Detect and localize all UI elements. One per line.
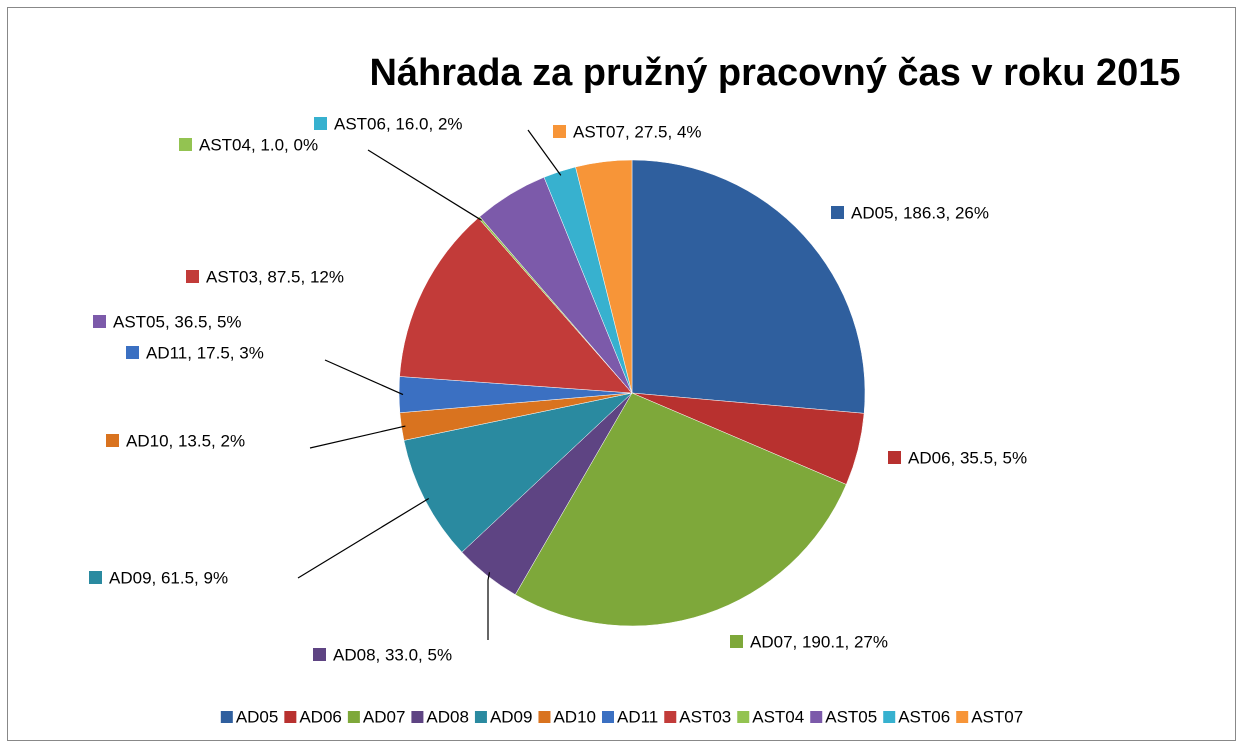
legend-swatch bbox=[664, 711, 677, 723]
data-label: AST03, 87.5, 12% bbox=[206, 267, 344, 286]
legend-swatch bbox=[284, 711, 297, 723]
legend-label: AD07 bbox=[363, 707, 406, 726]
label-swatch bbox=[831, 206, 844, 219]
data-label: AD08, 33.0, 5% bbox=[333, 645, 452, 664]
label-swatch bbox=[553, 125, 566, 138]
pie-slice bbox=[575, 159, 633, 394]
legend-swatch bbox=[737, 711, 750, 723]
legend-swatch bbox=[956, 711, 969, 723]
leader-line bbox=[367, 149, 482, 221]
legend-swatch bbox=[411, 711, 424, 723]
legend-label: AST03 bbox=[679, 707, 731, 726]
label-swatch bbox=[888, 451, 901, 464]
pie-slice bbox=[631, 159, 866, 414]
data-label: AD07, 190.1, 27% bbox=[750, 632, 888, 651]
legend-label: AST06 bbox=[898, 707, 950, 726]
label-swatch bbox=[314, 117, 327, 130]
data-label: AD06, 35.5, 5% bbox=[908, 448, 1027, 467]
label-swatch bbox=[126, 346, 139, 359]
legend-label: AST07 bbox=[971, 707, 1023, 726]
legend-swatch bbox=[474, 711, 487, 723]
pie-slice bbox=[514, 392, 847, 627]
leader-line bbox=[324, 359, 404, 396]
legend-swatch bbox=[602, 711, 614, 723]
label-swatch bbox=[93, 315, 106, 328]
legend-label: AD09 bbox=[490, 707, 533, 726]
data-label: AST04, 1.0, 0% bbox=[199, 135, 318, 154]
data-label: AD09, 61.5, 9% bbox=[109, 568, 228, 587]
legend-swatch bbox=[810, 711, 823, 723]
label-swatch bbox=[730, 635, 743, 648]
leader-line bbox=[527, 129, 562, 176]
legend-swatch bbox=[347, 711, 360, 723]
legend-label: AST04 bbox=[752, 707, 804, 726]
leader-line bbox=[297, 497, 430, 579]
legend-label: AD06 bbox=[299, 707, 342, 726]
data-label: AST06, 16.0, 2% bbox=[334, 114, 463, 133]
data-label: AST05, 36.5, 5% bbox=[113, 312, 242, 331]
legend-label: AD11 bbox=[617, 707, 658, 726]
label-swatch bbox=[186, 270, 199, 283]
legend-label: AD08 bbox=[426, 707, 469, 726]
legend-label: AST05 bbox=[825, 707, 877, 726]
data-label: AD11, 17.5, 3% bbox=[146, 343, 264, 362]
label-swatch bbox=[313, 648, 326, 661]
legend-swatch bbox=[538, 711, 551, 723]
chart-title: Náhrada za pružný pracovný čas v roku 20… bbox=[369, 52, 1180, 94]
label-swatch bbox=[89, 571, 102, 584]
data-label: AST07, 27.5, 4% bbox=[573, 122, 702, 141]
label-swatch bbox=[179, 138, 192, 151]
leader-line bbox=[309, 425, 406, 449]
label-swatch bbox=[106, 434, 119, 447]
legend-label: AD05 bbox=[236, 707, 279, 726]
legend-swatch bbox=[883, 711, 896, 723]
data-label: AD05, 186.3, 26% bbox=[851, 203, 989, 222]
data-label: AD10, 13.5, 2% bbox=[126, 431, 245, 450]
legend-swatch bbox=[220, 711, 233, 723]
pie-slice bbox=[399, 217, 633, 394]
leader-line bbox=[487, 572, 491, 640]
legend-label: AD10 bbox=[553, 707, 596, 726]
